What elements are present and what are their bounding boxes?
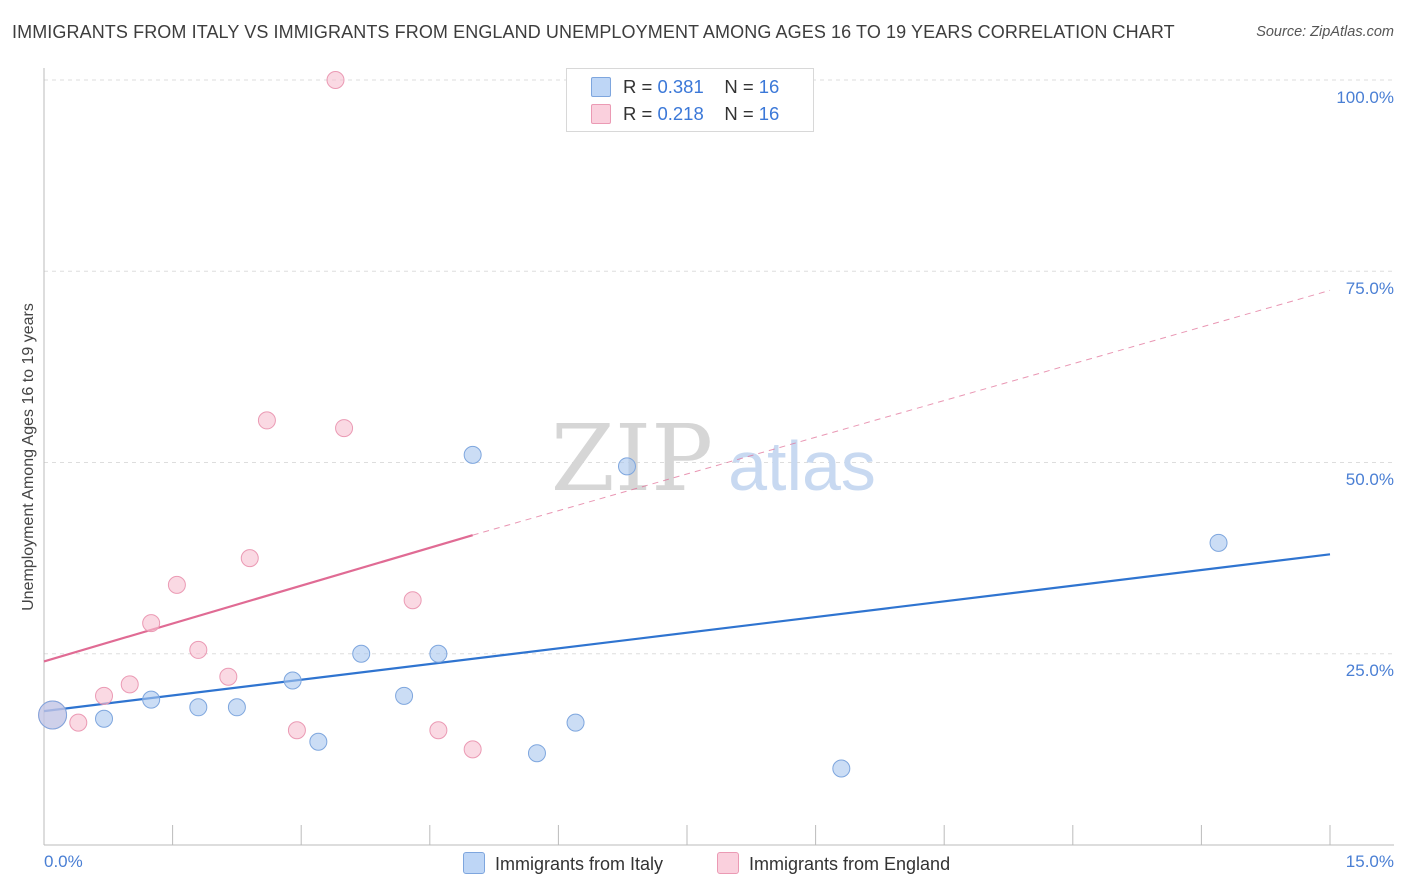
data-point-italy: [832, 759, 851, 778]
data-point-italy: [566, 713, 585, 732]
legend-swatch-italy: [591, 77, 611, 97]
data-point-italy: [429, 644, 448, 663]
data-point-italy: [227, 698, 246, 717]
data-point-england: [335, 419, 354, 438]
data-point-italy: [283, 671, 302, 690]
data-point-england: [69, 713, 88, 732]
x-tick-label-max: 15.0%: [1345, 852, 1394, 871]
watermark-zip: ZIP: [551, 405, 713, 512]
data-points: [38, 71, 1228, 778]
data-point-england: [240, 549, 259, 568]
y-axis-label: Unemployment Among Ages 16 to 19 years: [20, 303, 37, 611]
data-point-england: [142, 614, 161, 633]
data-point-england: [167, 575, 186, 594]
data-point-england: [257, 411, 276, 430]
legend-n-label: N =: [724, 76, 754, 97]
trend-line-dashed-england: [472, 289, 1331, 536]
grid-lines: [44, 79, 1394, 655]
watermark-atlas: atlas: [728, 427, 876, 505]
series-legend-italy[interactable]: Immigrants from Italy: [463, 852, 663, 875]
watermark: ZIP atlas: [551, 405, 876, 512]
trend-line-england: [43, 534, 473, 663]
y-tick-label-50: 50.0%: [1345, 470, 1394, 489]
trend-lines: [43, 289, 1331, 713]
series-legend-label: Immigrants from England: [749, 854, 951, 874]
data-point-italy: [95, 709, 114, 728]
series-legend-england[interactable]: Immigrants from England: [717, 852, 950, 875]
data-point-england: [326, 71, 345, 89]
legend-n-label: N =: [724, 103, 754, 124]
data-point-italy: [617, 457, 636, 476]
y-tick-label-75: 75.0%: [1345, 279, 1394, 298]
data-point-italy: [38, 700, 68, 730]
data-point-england: [95, 686, 114, 705]
x-tick-label-min: 0.0%: [44, 852, 83, 871]
data-point-england: [463, 740, 482, 759]
legend-r-value: 0.218: [657, 103, 704, 124]
data-point-italy: [395, 686, 414, 705]
series-swatch-italy: [463, 852, 485, 874]
data-point-italy: [309, 732, 328, 751]
series-swatch-england: [717, 852, 739, 874]
data-point-england: [429, 721, 448, 740]
data-point-england: [120, 675, 139, 694]
axes: [43, 68, 1394, 846]
data-point-italy: [189, 698, 208, 717]
chart-source: Source: ZipAtlas.com: [1256, 24, 1394, 40]
y-tick-label-25: 25.0%: [1345, 661, 1394, 680]
data-point-italy: [463, 445, 482, 464]
data-point-italy: [352, 644, 371, 663]
data-point-italy: [527, 744, 546, 763]
data-point-italy: [1209, 533, 1228, 552]
legend-n-value: 16: [758, 103, 780, 124]
legend-swatch-england: [591, 104, 611, 124]
y-tick-label-100: 100.0%: [1336, 88, 1394, 107]
legend-r-label: R =: [623, 103, 653, 124]
data-point-england: [403, 591, 422, 610]
data-point-italy: [142, 690, 161, 709]
series-legend: Immigrants from Italy Immigrants from En…: [0, 852, 1406, 876]
correlation-legend: R = 0.381 N = 16 R = 0.218 N = 16: [566, 68, 814, 132]
data-point-england: [189, 640, 208, 659]
data-point-england: [219, 667, 238, 686]
legend-n-value: 16: [758, 76, 780, 97]
legend-r-value: 0.381: [657, 76, 704, 97]
trend-line-italy: [43, 553, 1331, 713]
data-point-england: [287, 721, 306, 740]
chart-title: IMMIGRANTS FROM ITALY VS IMMIGRANTS FROM…: [12, 22, 1175, 42]
legend-r-label: R =: [623, 76, 653, 97]
series-legend-label: Immigrants from Italy: [495, 854, 664, 874]
